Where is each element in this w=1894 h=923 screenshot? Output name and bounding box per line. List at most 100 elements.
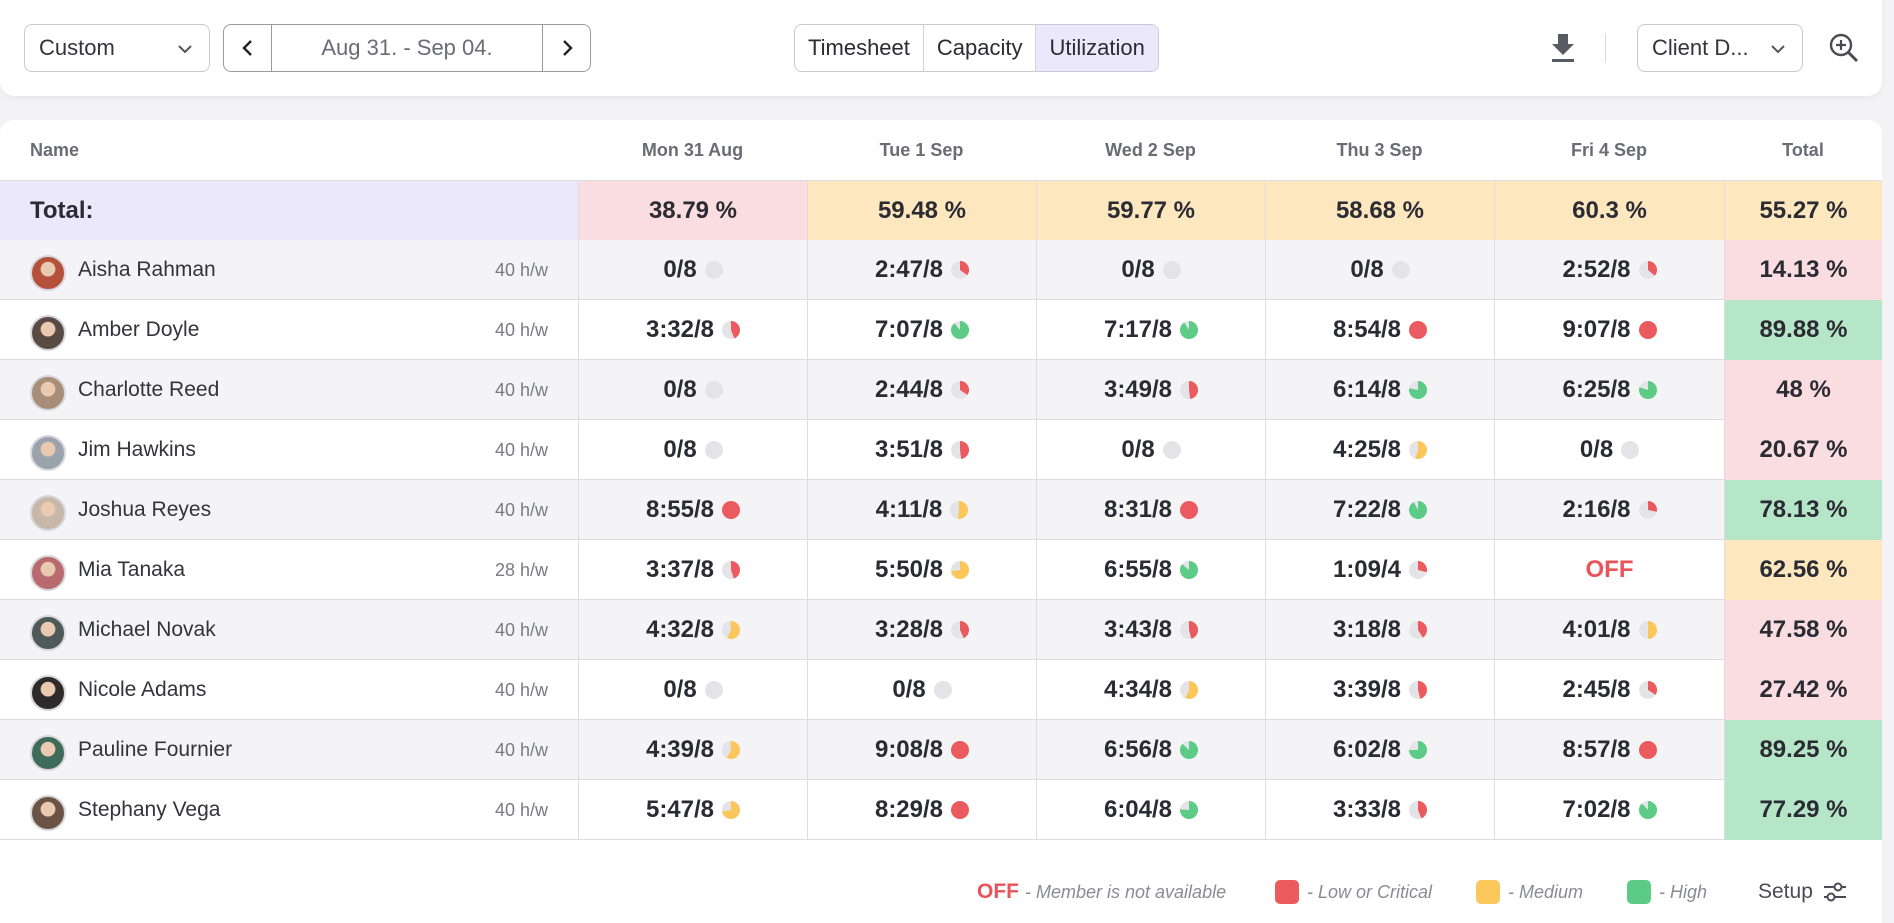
logged-hours: 0/8: [892, 676, 926, 703]
avatar: [30, 495, 66, 531]
logged-hours: 8:57/8: [1562, 736, 1631, 763]
day-cell[interactable]: 0/8: [1036, 420, 1265, 480]
table-row[interactable]: Joshua Reyes 40 h/w 8:55/8 4:11/8 8:31/8 7:22…: [0, 480, 1882, 540]
day-cell[interactable]: 9:07/8: [1494, 300, 1724, 360]
day-cell[interactable]: 4:32/8: [578, 600, 807, 660]
logged-hours: 7:17/8: [1103, 316, 1173, 343]
member-name[interactable]: Pauline Fournier: [78, 738, 233, 761]
utilization-pie-icon: [1409, 441, 1428, 459]
day-cell[interactable]: 0/8: [1036, 240, 1265, 300]
table-row[interactable]: Pauline Fournier 40 h/w 4:39/8 9:08/8 6:56/8…: [0, 720, 1882, 780]
day-cell[interactable]: 6:02/8: [1265, 720, 1494, 780]
tab-capacity[interactable]: Capacity: [924, 25, 1037, 71]
day-cell[interactable]: OFF: [1494, 540, 1724, 600]
day-cell[interactable]: 4:39/8: [578, 720, 807, 780]
member-name[interactable]: Michael Novak: [78, 618, 216, 641]
legend-low-text: - Low or Critical: [1307, 881, 1433, 902]
table-row[interactable]: Aisha Rahman 40 h/w 0/8 2:47/8 0/8 0/8 2:52/8 1…: [0, 240, 1882, 300]
day-cell[interactable]: 6:56/8: [1036, 720, 1265, 780]
period-select[interactable]: Custom: [24, 24, 210, 72]
day-cell[interactable]: 3:37/8: [578, 540, 807, 600]
day-cell[interactable]: 2:45/8: [1494, 660, 1724, 720]
day-cell[interactable]: 2:16/8: [1494, 480, 1724, 540]
download-button[interactable]: [1546, 30, 1580, 66]
table-row[interactable]: Nicole Adams 40 h/w 0/8 0/8 4:34/8 3:39/8 2:45…: [0, 660, 1882, 720]
day-cell[interactable]: 1:09/4: [1265, 540, 1494, 600]
day-cell[interactable]: 5:47/8: [578, 780, 807, 840]
member-total-value: 89.88 %: [1759, 316, 1848, 343]
day-cell[interactable]: 8:54/8: [1265, 300, 1494, 360]
day-cell[interactable]: 8:31/8: [1036, 480, 1265, 540]
day-cell[interactable]: 0/8: [1265, 240, 1494, 300]
day-cell[interactable]: 7:02/8: [1494, 780, 1724, 840]
zoom-button[interactable]: [1826, 30, 1862, 66]
day-cell[interactable]: 4:11/8: [807, 480, 1036, 540]
day-cell[interactable]: 3:49/8: [1036, 360, 1265, 420]
day-cell[interactable]: 0/8: [807, 660, 1036, 720]
logged-hours: 4:25/8: [1332, 436, 1402, 463]
day-cell[interactable]: 3:32/8: [578, 300, 807, 360]
table-row[interactable]: Amber Doyle 40 h/w 3:32/8 7:07/8 7:17/8 8:54/…: [0, 300, 1882, 360]
logged-hours: 4:11/8: [875, 496, 943, 523]
tab-utilization[interactable]: Utilization: [1036, 25, 1158, 71]
member-total-cell: 89.88 %: [1724, 300, 1882, 360]
day-cell[interactable]: 3:43/8: [1036, 600, 1265, 660]
member-name[interactable]: Stephany Vega: [78, 798, 221, 821]
member-name[interactable]: Mia Tanaka: [78, 558, 186, 581]
toolbar-divider: [1605, 34, 1606, 62]
day-cell[interactable]: 0/8: [578, 240, 807, 300]
day-cell[interactable]: 3:33/8: [1265, 780, 1494, 840]
day-cell[interactable]: 6:25/8: [1494, 360, 1724, 420]
member-name[interactable]: Charlotte Reed: [78, 378, 220, 401]
day-cell[interactable]: 4:01/8: [1494, 600, 1724, 660]
logged-hours: 4:34/8: [1103, 676, 1173, 703]
day-cell[interactable]: 0/8: [1494, 420, 1724, 480]
setup-button[interactable]: Setup: [1758, 872, 1847, 912]
utilization-pie-icon: [1409, 681, 1428, 699]
day-cell[interactable]: 6:04/8: [1036, 780, 1265, 840]
day-cell[interactable]: 0/8: [578, 660, 807, 720]
day-cell[interactable]: 2:47/8: [807, 240, 1036, 300]
day-cell[interactable]: 8:55/8: [578, 480, 807, 540]
day-cell[interactable]: 9:08/8: [807, 720, 1036, 780]
member-name[interactable]: Amber Doyle: [78, 318, 200, 341]
day-cell[interactable]: 0/8: [578, 420, 807, 480]
member-total-cell: 89.25 %: [1724, 720, 1882, 780]
day-cell[interactable]: 7:22/8: [1265, 480, 1494, 540]
day-cell[interactable]: 3:18/8: [1265, 600, 1494, 660]
member-name[interactable]: Jim Hawkins: [78, 438, 196, 461]
day-cell[interactable]: 3:39/8: [1265, 660, 1494, 720]
day-cell[interactable]: 2:44/8: [807, 360, 1036, 420]
member-name[interactable]: Joshua Reyes: [78, 498, 212, 521]
day-cell[interactable]: 7:07/8: [807, 300, 1036, 360]
member-name-cell: Charlotte Reed 40 h/w: [0, 360, 578, 420]
day-cell[interactable]: 3:28/8: [807, 600, 1036, 660]
sliders-icon: [1823, 882, 1846, 902]
day-cell[interactable]: 4:25/8: [1265, 420, 1494, 480]
table-row[interactable]: Stephany Vega 40 h/w 5:47/8 8:29/8 6:04/8 3:3…: [0, 780, 1882, 840]
member-name[interactable]: Aisha Rahman: [78, 258, 216, 281]
table-row[interactable]: Jim Hawkins 40 h/w 0/8 3:51/8 0/8 4:25/8 0/8 20…: [0, 420, 1882, 480]
logged-hours: 2:47/8: [874, 256, 944, 283]
day-cell[interactable]: 7:17/8: [1036, 300, 1265, 360]
date-range-label[interactable]: Aug 31. - Sep 04.: [321, 35, 493, 60]
column-header: Total: [1782, 139, 1824, 160]
day-cell[interactable]: 5:50/8: [807, 540, 1036, 600]
day-cell[interactable]: 8:57/8: [1494, 720, 1724, 780]
logged-hours: 8:29/8: [874, 796, 944, 823]
table-row[interactable]: Charlotte Reed 40 h/w 0/8 2:44/8 3:49/8 6:14/…: [0, 360, 1882, 420]
day-cell[interactable]: 6:55/8: [1036, 540, 1265, 600]
prev-period-button[interactable]: [224, 25, 272, 71]
member-name[interactable]: Nicole Adams: [78, 678, 207, 701]
day-cell[interactable]: 0/8: [578, 360, 807, 420]
table-row[interactable]: Michael Novak 40 h/w 4:32/8 3:28/8 3:43/8 3:1…: [0, 600, 1882, 660]
day-cell[interactable]: 2:52/8: [1494, 240, 1724, 300]
day-cell[interactable]: 4:34/8: [1036, 660, 1265, 720]
day-cell[interactable]: 8:29/8: [807, 780, 1036, 840]
day-cell[interactable]: 3:51/8: [807, 420, 1036, 480]
next-period-button[interactable]: [542, 25, 590, 71]
table-row[interactable]: Mia Tanaka 28 h/w 3:37/8 5:50/8 6:55/8 1:09/4…: [0, 540, 1882, 600]
client-select[interactable]: Client D...: [1637, 24, 1803, 72]
tab-timesheet[interactable]: Timesheet: [795, 25, 924, 71]
day-cell[interactable]: 6:14/8: [1265, 360, 1494, 420]
